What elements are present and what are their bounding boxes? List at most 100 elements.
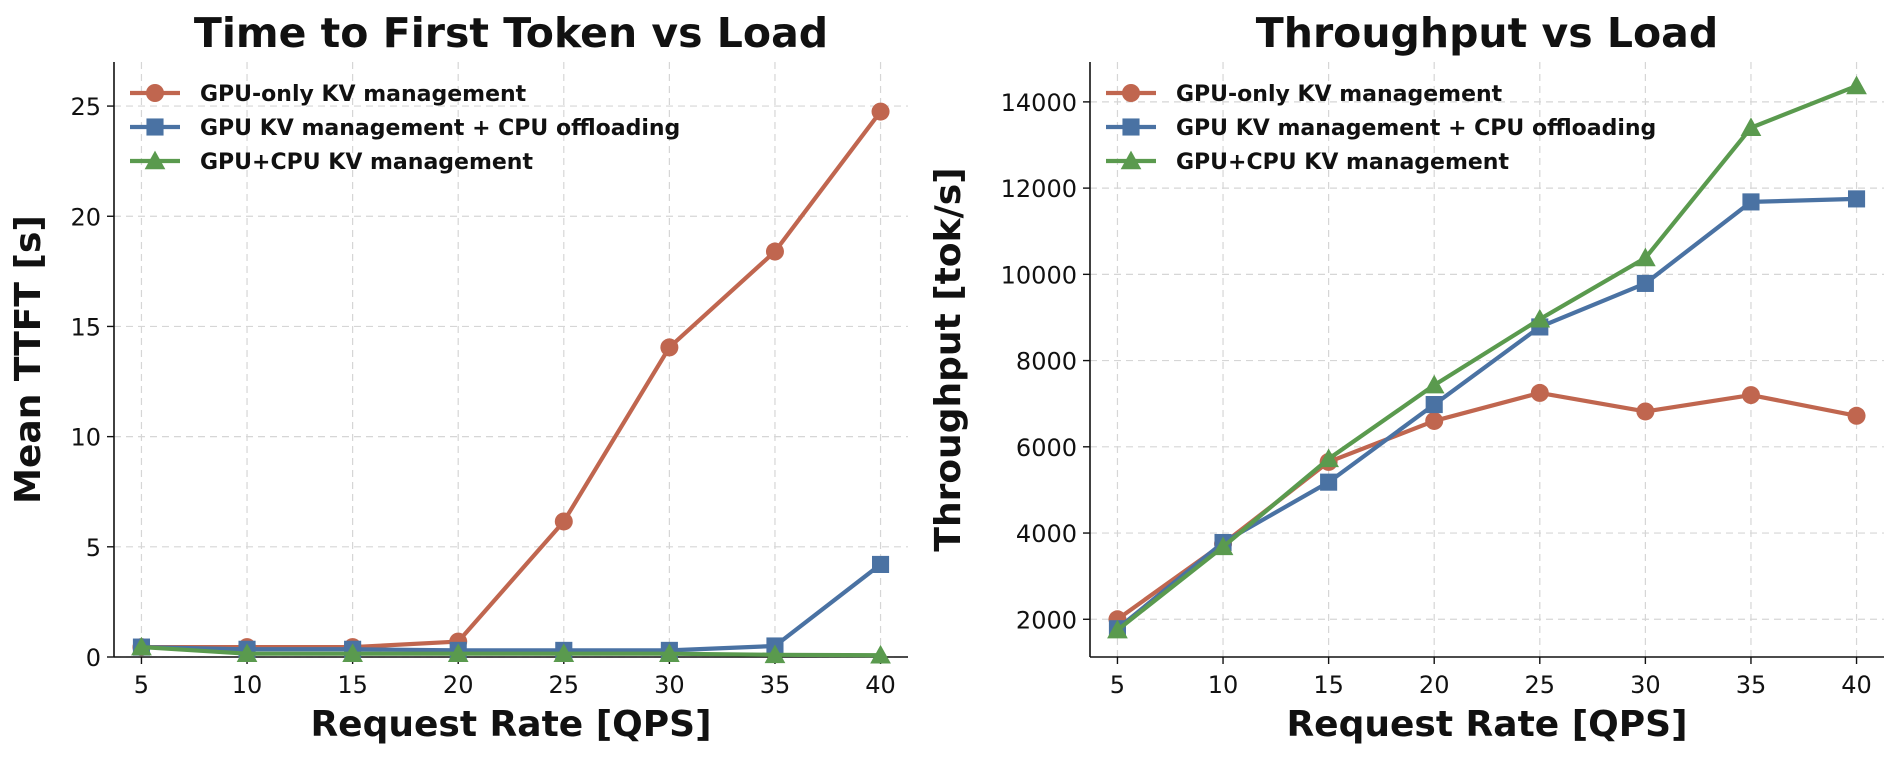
data-point [1318, 448, 1339, 468]
legend-item: GPU+CPU KV management [1106, 150, 1509, 175]
legend-marker [144, 150, 166, 170]
series-3 [1107, 75, 1867, 639]
chart-panel-2: 5 10 15 20 25 30 35 40 2000 4000 6000 8000 10000 1200… [928, 9, 1884, 745]
data-point [1320, 473, 1338, 491]
data-point [765, 242, 784, 261]
data-point [1847, 406, 1866, 425]
x-tick-label: 5 [134, 671, 149, 699]
data-point [1425, 396, 1443, 414]
data-point [1847, 190, 1866, 208]
x-tick-label: 40 [865, 671, 896, 699]
data-point [236, 643, 258, 662]
data-point [1636, 402, 1655, 421]
series-3 [131, 636, 891, 664]
y-tick-label: 8000 [1016, 348, 1077, 376]
x-tick-label: 30 [1630, 671, 1661, 699]
legend-item: GPU KV management + CPU offloading [1106, 116, 1656, 141]
data-point [1529, 308, 1551, 328]
data-point [764, 644, 786, 664]
legend-item: GPU KV management + CPU offloading [130, 116, 680, 141]
data-point [1212, 536, 1234, 556]
data-point [342, 643, 363, 662]
y-axis-label: Throughput [tok/s] [928, 167, 969, 551]
y-tick-label: 15 [70, 313, 101, 341]
y-tick-label: 6000 [1016, 434, 1077, 462]
legend-marker [146, 84, 164, 102]
x-axis-label: Request Rate [QPS] [310, 704, 711, 745]
series-1 [132, 102, 890, 657]
legend-label: GPU+CPU KV management [200, 150, 533, 175]
data-point [871, 102, 890, 121]
data-point [1740, 117, 1762, 137]
series-line [1115, 196, 1859, 631]
legend-marker [1122, 84, 1140, 102]
data-point [1107, 619, 1128, 639]
y-tick-label: 14000 [1001, 89, 1077, 117]
legend-marker [146, 118, 164, 136]
y-tick-label: 10000 [1001, 261, 1077, 289]
data-point [870, 644, 891, 664]
legend-label: GPU KV management + CPU offloading [200, 116, 680, 141]
legend-item: GPU+CPU KV management [130, 150, 533, 175]
x-tick-label: 35 [760, 671, 791, 699]
data-point [660, 338, 679, 357]
series-2 [1108, 190, 1866, 638]
x-tick-label: 25 [1525, 671, 1556, 699]
y-tick-label: 20 [70, 203, 101, 231]
data-point [553, 643, 575, 662]
series-line [139, 109, 883, 650]
legend-label: GPU-only KV management [1176, 82, 1503, 107]
series-1 [1108, 383, 1866, 629]
legend-label: GPU-only KV management [200, 82, 527, 107]
series-line [1115, 83, 1859, 633]
data-point [1846, 75, 1867, 95]
data-point [659, 643, 680, 662]
chart-title: Throughput vs Load [1256, 9, 1718, 57]
data-point [554, 512, 573, 531]
data-point [1742, 193, 1760, 211]
x-tick-label: 25 [549, 671, 580, 699]
legend-marker [1120, 150, 1142, 170]
data-point [1423, 374, 1445, 394]
y-tick-label: 12000 [1001, 175, 1077, 203]
x-axis-label: Request Rate [QPS] [1286, 704, 1687, 745]
y-tick-label: 25 [70, 93, 101, 121]
x-tick-label: 15 [1313, 671, 1344, 699]
legend-item: GPU-only KV management [130, 82, 527, 107]
y-tick-label: 2000 [1016, 606, 1077, 634]
y-tick-label: 10 [70, 424, 101, 452]
series-line [1115, 390, 1859, 622]
series-2 [132, 555, 890, 659]
x-tick-label: 30 [654, 671, 685, 699]
series-line [139, 562, 883, 653]
x-tick-label: 40 [1841, 671, 1872, 699]
data-point [1425, 411, 1444, 430]
y-tick-label: 0 [86, 644, 101, 672]
x-tick-label: 10 [232, 671, 263, 699]
data-point [1741, 386, 1760, 405]
x-tick-label: 20 [1419, 671, 1450, 699]
data-point [871, 555, 890, 573]
legend: GPU-only KV management GPU KV management … [130, 82, 680, 175]
chart-title: Time to First Token vs Load [194, 9, 828, 57]
data-point [131, 636, 152, 656]
data-point [447, 643, 469, 662]
data-point [1635, 247, 1656, 267]
data-point [1636, 274, 1654, 292]
series-line [139, 644, 883, 658]
y-tick-label: 5 [86, 534, 101, 562]
data-point [1530, 383, 1549, 402]
x-tick-label: 35 [1736, 671, 1767, 699]
x-tick-label: 10 [1208, 671, 1239, 699]
legend-label: GPU KV management + CPU offloading [1176, 116, 1656, 141]
y-axis-label: Mean TTFT [s] [8, 215, 49, 504]
chart-panel-1: 5 10 15 20 25 30 35 40 0 5 10 15 20 25 Time to First T… [8, 9, 908, 745]
x-tick-label: 20 [443, 671, 474, 699]
x-tick-label: 15 [337, 671, 368, 699]
legend: GPU-only KV management GPU KV management … [1106, 82, 1656, 175]
legend-marker [1122, 118, 1140, 136]
x-tick-label: 5 [1110, 671, 1125, 699]
legend-label: GPU+CPU KV management [1176, 150, 1509, 175]
y-tick-label: 4000 [1016, 520, 1077, 548]
